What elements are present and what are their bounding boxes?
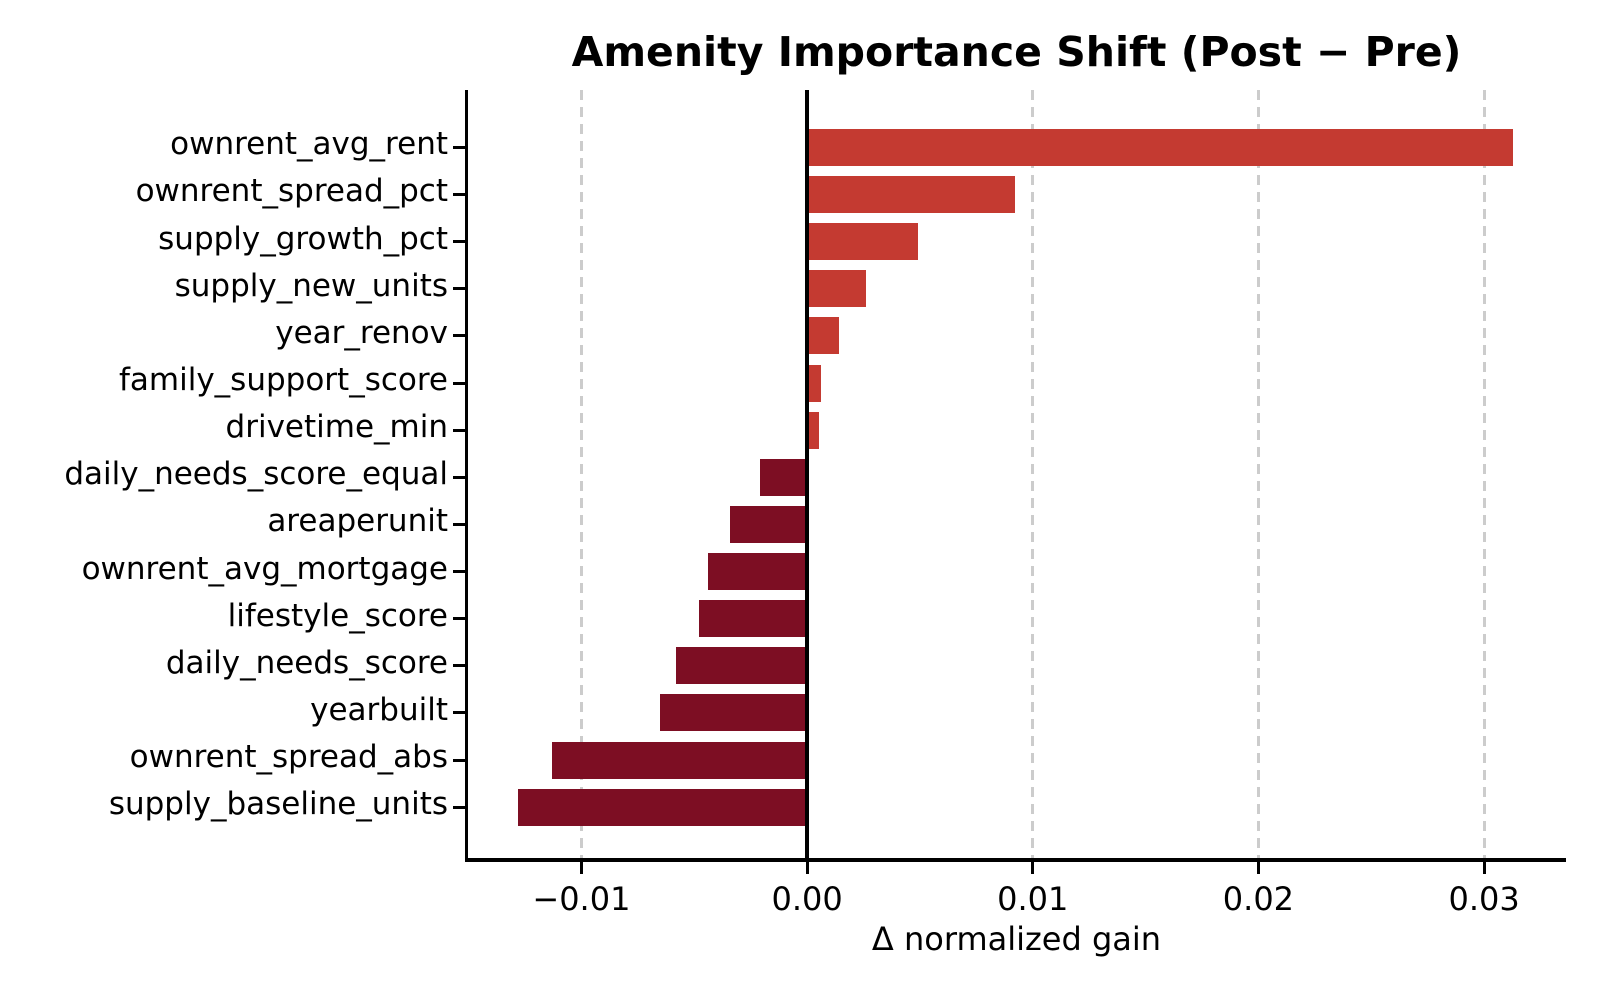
bar-drivetime_min (807, 411, 820, 449)
gridline-x--0.01 (579, 90, 583, 860)
y-tick-mark (453, 145, 465, 149)
x-tick-label-0.00: 0.00 (771, 880, 843, 918)
bar-yearbuilt (660, 694, 808, 732)
bar-year_renov (807, 317, 839, 355)
y-axis-spine (465, 90, 468, 860)
bar-lifestyle_score (698, 600, 808, 638)
y-tick-label-ownrent_spread_pct: ownrent_spread_pct (135, 173, 448, 210)
bar-daily_needs_score_equal (759, 458, 808, 496)
x-tick-label-−0.01: −0.01 (532, 880, 631, 918)
y-tick-label-areaperunit: areaperunit (267, 503, 448, 540)
x-tick-label-0.03: 0.03 (1448, 880, 1520, 918)
x-tick-label-0.02: 0.02 (1222, 880, 1295, 918)
y-tick-mark (453, 381, 465, 385)
y-tick-label-supply_new_units: supply_new_units (174, 267, 448, 304)
gridline-x-0.02 (1256, 90, 1260, 860)
bar-supply_new_units (807, 270, 866, 308)
bar-family_support_score (807, 364, 821, 402)
x-tick-mark (1256, 862, 1260, 874)
y-tick-mark (453, 664, 465, 668)
y-tick-label-ownrent_spread_abs: ownrent_spread_abs (129, 739, 448, 776)
bar-supply_baseline_units (518, 788, 808, 826)
y-tick-mark (453, 805, 465, 809)
y-tick-mark (453, 192, 465, 196)
x-tick-mark (1482, 862, 1486, 874)
x-axis-spine (465, 858, 1566, 862)
x-tick-mark (579, 862, 583, 874)
y-tick-label-supply_growth_pct: supply_growth_pct (158, 220, 448, 257)
y-tick-label-family_support_score: family_support_score (119, 362, 448, 398)
y-tick-label-year_renov: year_renov (275, 314, 448, 351)
gridline-x-0.03 (1482, 90, 1486, 860)
bar-ownrent_avg_rent (807, 128, 1514, 166)
bar-ownrent_spread_abs (552, 741, 808, 779)
y-tick-label-yearbuilt: yearbuilt (310, 691, 448, 728)
y-tick-label-lifestyle_score: lifestyle_score (227, 597, 448, 634)
bar-ownrent_spread_pct (807, 175, 1015, 213)
bar-supply_growth_pct (807, 223, 918, 261)
x-tick-label-0.01: 0.01 (997, 880, 1069, 918)
y-tick-mark (453, 428, 465, 432)
bar-areaperunit (730, 505, 808, 543)
gridline-x-0.01 (1031, 90, 1035, 860)
y-tick-label-daily_needs_score: daily_needs_score (165, 644, 448, 681)
y-tick-mark (453, 287, 465, 291)
y-tick-mark (453, 758, 465, 762)
y-tick-mark (453, 711, 465, 715)
y-tick-label-daily_needs_score_equal: daily_needs_score_equal (64, 456, 448, 493)
zero-reference-line (805, 90, 810, 860)
y-tick-mark (453, 570, 465, 574)
y-tick-mark (453, 240, 465, 244)
y-tick-mark (453, 617, 465, 621)
y-tick-label-ownrent_avg_mortgage: ownrent_avg_mortgage (81, 550, 448, 587)
y-tick-label-supply_baseline_units: supply_baseline_units (108, 786, 448, 823)
x-tick-mark (1031, 862, 1035, 874)
x-tick-mark (805, 862, 809, 874)
y-tick-label-drivetime_min: drivetime_min (225, 409, 448, 446)
y-tick-mark (453, 475, 465, 479)
x-axis-label: Δ normalized gain (871, 920, 1162, 958)
chart-title: Amenity Importance Shift (Post − Pre) (571, 28, 1462, 76)
y-tick-label-ownrent_avg_rent: ownrent_avg_rent (170, 126, 448, 163)
bar-ownrent_avg_mortgage (707, 553, 808, 591)
y-tick-mark (453, 522, 465, 526)
bar-daily_needs_score (676, 647, 808, 685)
y-tick-mark (453, 334, 465, 338)
